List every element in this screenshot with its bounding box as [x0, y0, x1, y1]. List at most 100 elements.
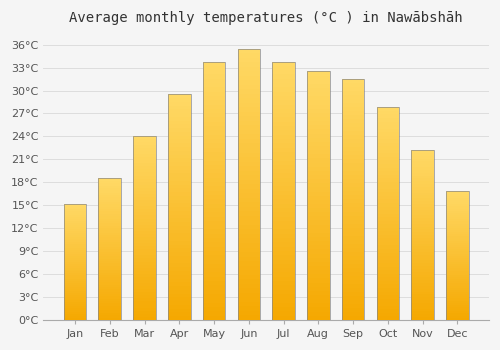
- Bar: [446, 224, 468, 226]
- Bar: [342, 111, 364, 115]
- Bar: [412, 235, 434, 238]
- Bar: [307, 125, 330, 130]
- Bar: [168, 128, 190, 132]
- Bar: [202, 178, 226, 182]
- Bar: [238, 134, 260, 139]
- Bar: [98, 247, 121, 249]
- Bar: [272, 281, 295, 285]
- Bar: [202, 311, 226, 316]
- Bar: [272, 316, 295, 320]
- Bar: [272, 208, 295, 212]
- Bar: [272, 88, 295, 92]
- Bar: [376, 111, 399, 114]
- Bar: [272, 217, 295, 221]
- Bar: [238, 261, 260, 266]
- Bar: [376, 157, 399, 161]
- Bar: [202, 290, 226, 294]
- Bar: [202, 204, 226, 208]
- Bar: [272, 191, 295, 195]
- Bar: [342, 115, 364, 119]
- Bar: [64, 221, 86, 223]
- Bar: [376, 210, 399, 214]
- Bar: [272, 174, 295, 178]
- Bar: [133, 243, 156, 246]
- Bar: [202, 148, 226, 152]
- Bar: [98, 209, 121, 211]
- Bar: [307, 262, 330, 266]
- Bar: [202, 182, 226, 187]
- Bar: [202, 62, 226, 320]
- Bar: [64, 299, 86, 301]
- Bar: [412, 150, 434, 153]
- Bar: [168, 207, 190, 211]
- Bar: [238, 252, 260, 257]
- Bar: [168, 215, 190, 218]
- Bar: [202, 96, 226, 100]
- Bar: [307, 241, 330, 245]
- Bar: [64, 204, 86, 320]
- Bar: [342, 147, 364, 151]
- Bar: [376, 189, 399, 192]
- Bar: [98, 197, 121, 199]
- Bar: [202, 298, 226, 303]
- Bar: [376, 107, 399, 111]
- Bar: [133, 268, 156, 271]
- Bar: [446, 305, 468, 307]
- Bar: [342, 79, 364, 83]
- Bar: [64, 252, 86, 254]
- Bar: [133, 173, 156, 176]
- Bar: [64, 291, 86, 293]
- Bar: [168, 218, 190, 222]
- Bar: [202, 88, 226, 92]
- Bar: [98, 242, 121, 244]
- Bar: [446, 202, 468, 204]
- Bar: [342, 188, 364, 191]
- Bar: [168, 181, 190, 184]
- Bar: [133, 280, 156, 283]
- Bar: [133, 295, 156, 298]
- Bar: [202, 242, 226, 247]
- Bar: [307, 71, 330, 76]
- Bar: [64, 258, 86, 260]
- Bar: [168, 301, 190, 305]
- Bar: [272, 178, 295, 182]
- Bar: [376, 146, 399, 150]
- Bar: [98, 230, 121, 233]
- Bar: [133, 203, 156, 206]
- Bar: [342, 175, 364, 180]
- Bar: [202, 139, 226, 143]
- Bar: [133, 163, 156, 166]
- Bar: [238, 62, 260, 66]
- Bar: [342, 264, 364, 268]
- Bar: [307, 254, 330, 258]
- Bar: [446, 268, 468, 271]
- Bar: [272, 113, 295, 118]
- Bar: [98, 310, 121, 313]
- Bar: [64, 270, 86, 272]
- Bar: [133, 249, 156, 252]
- Bar: [307, 196, 330, 200]
- Bar: [238, 297, 260, 302]
- Bar: [272, 182, 295, 187]
- Bar: [64, 312, 86, 314]
- Bar: [412, 294, 434, 297]
- Bar: [446, 271, 468, 273]
- Bar: [307, 130, 330, 134]
- Bar: [133, 212, 156, 216]
- Bar: [412, 170, 434, 173]
- Bar: [272, 238, 295, 242]
- Bar: [64, 205, 86, 208]
- Bar: [168, 102, 190, 106]
- Bar: [202, 230, 226, 234]
- Bar: [446, 204, 468, 206]
- Bar: [238, 234, 260, 238]
- Bar: [238, 139, 260, 144]
- Bar: [342, 159, 364, 163]
- Bar: [168, 173, 190, 177]
- Bar: [307, 216, 330, 221]
- Bar: [238, 170, 260, 175]
- Bar: [202, 169, 226, 174]
- Bar: [202, 285, 226, 290]
- Bar: [307, 71, 330, 320]
- Bar: [98, 252, 121, 254]
